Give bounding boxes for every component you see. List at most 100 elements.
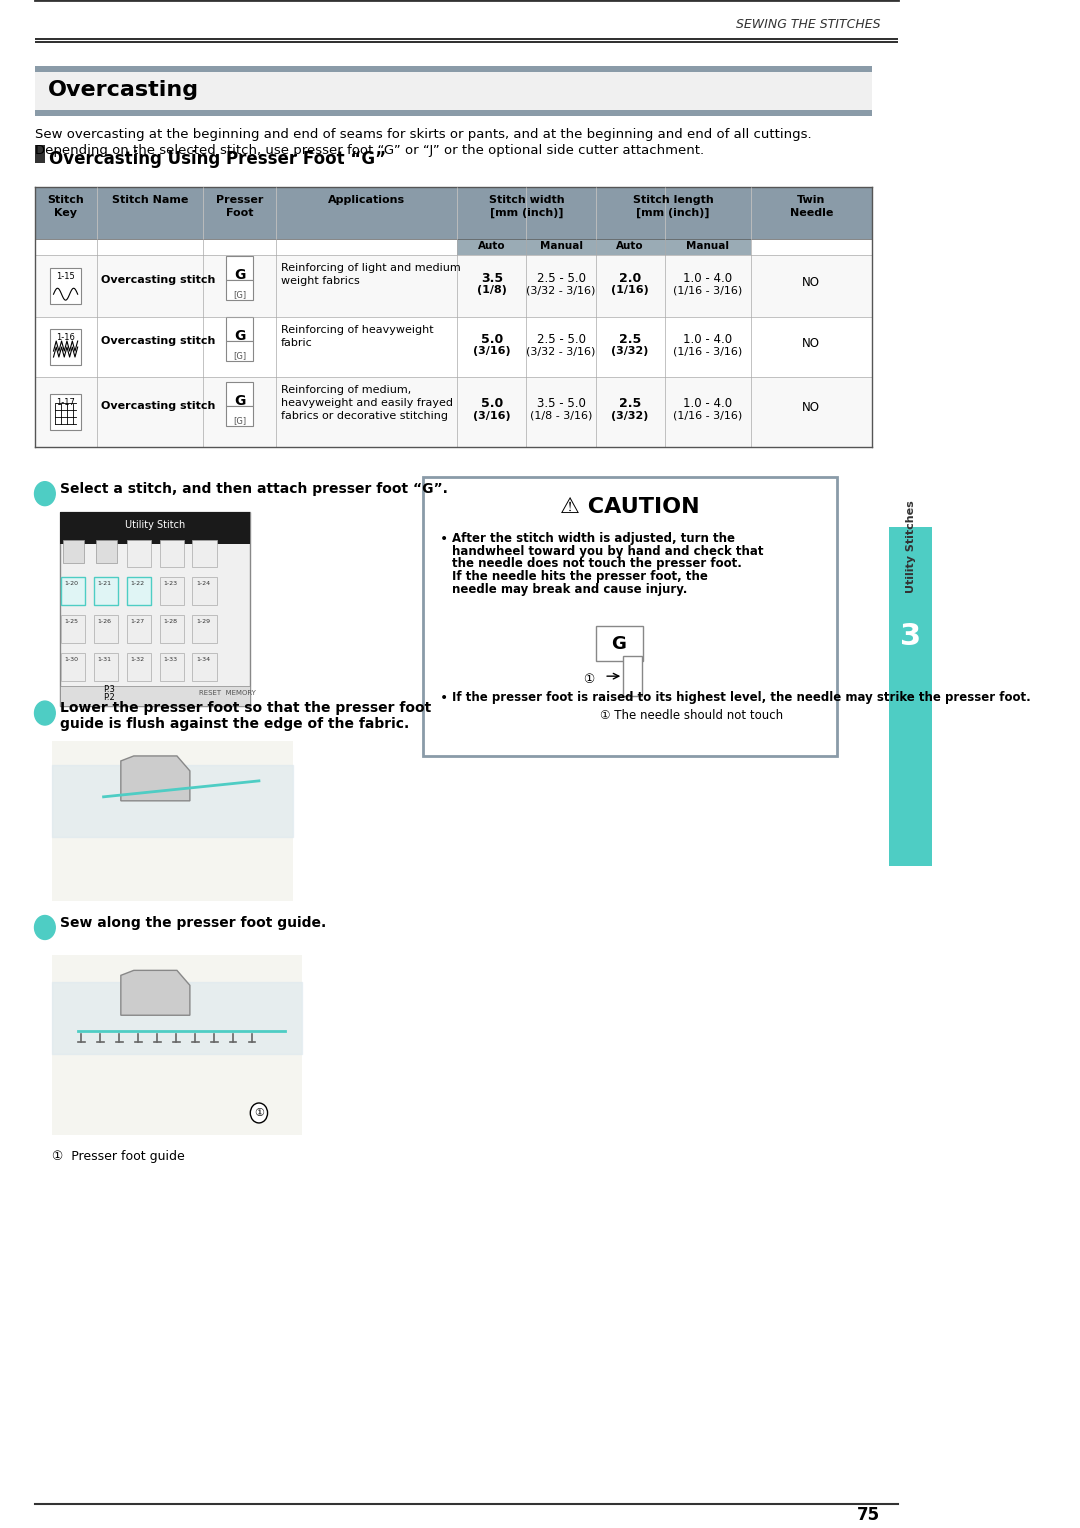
- Text: Sew overcasting at the beginning and end of seams for skirts or pants, and at th: Sew overcasting at the beginning and end…: [35, 128, 811, 141]
- Bar: [192, 616, 217, 643]
- Text: 1-23: 1-23: [163, 582, 177, 587]
- Bar: [94, 578, 118, 605]
- Text: 1-31: 1-31: [97, 657, 111, 662]
- Text: 2.5 - 5.0: 2.5 - 5.0: [537, 333, 585, 345]
- Circle shape: [35, 481, 55, 506]
- Bar: [35, 145, 45, 162]
- Text: 2.0: 2.0: [619, 272, 642, 284]
- Bar: [226, 382, 254, 406]
- Bar: [35, 318, 872, 377]
- Bar: [160, 578, 184, 605]
- Text: 1-16: 1-16: [56, 333, 75, 342]
- Bar: [35, 92, 872, 110]
- Text: ⚠ CAUTION: ⚠ CAUTION: [561, 497, 700, 516]
- Bar: [160, 616, 184, 643]
- Bar: [226, 406, 254, 426]
- Text: Manual: Manual: [686, 241, 729, 251]
- Text: 1-17: 1-17: [56, 397, 75, 406]
- Text: NO: NO: [802, 402, 821, 414]
- Text: 3: 3: [40, 923, 50, 937]
- Text: After the stitch width is adjusted, turn the: After the stitch width is adjusted, turn…: [453, 532, 735, 544]
- Bar: [94, 578, 118, 605]
- Text: G: G: [611, 636, 626, 654]
- Text: SEWING THE STITCHES: SEWING THE STITCHES: [735, 18, 880, 31]
- Bar: [35, 188, 872, 240]
- Text: Manual: Manual: [540, 241, 582, 251]
- Bar: [226, 341, 254, 361]
- Bar: [94, 654, 118, 681]
- Text: 1-29: 1-29: [195, 619, 210, 625]
- Text: 1.0 - 4.0: 1.0 - 4.0: [684, 397, 732, 411]
- Text: (3/32 - 3/16): (3/32 - 3/16): [526, 286, 596, 295]
- Bar: [35, 377, 872, 446]
- Text: 1-15: 1-15: [56, 272, 75, 281]
- Bar: [226, 280, 254, 299]
- Bar: [62, 616, 85, 643]
- Text: 1-27: 1-27: [131, 619, 145, 625]
- Text: (1/16 - 3/16): (1/16 - 3/16): [673, 411, 742, 420]
- Text: Reinforcing of heavyweight: Reinforcing of heavyweight: [281, 325, 433, 335]
- Bar: [52, 955, 302, 1135]
- Polygon shape: [121, 756, 190, 801]
- Text: 1-33: 1-33: [163, 657, 177, 662]
- Text: Depending on the selected stitch, use presser foot “G” or “J” or the optional si: Depending on the selected stitch, use pr…: [35, 144, 704, 156]
- Text: 1-21: 1-21: [97, 582, 111, 587]
- Text: ① The needle should not touch: ① The needle should not touch: [599, 709, 783, 723]
- Text: 1.0 - 4.0: 1.0 - 4.0: [684, 272, 732, 284]
- Text: Overcasting stitch: Overcasting stitch: [102, 336, 215, 345]
- Bar: [35, 38, 897, 40]
- Text: 3: 3: [900, 622, 921, 651]
- Text: fabric: fabric: [281, 338, 312, 348]
- Bar: [889, 527, 932, 866]
- Bar: [50, 269, 81, 304]
- Bar: [226, 257, 254, 280]
- Text: (3/32): (3/32): [611, 345, 649, 356]
- Bar: [126, 578, 151, 605]
- Text: (1/16 - 3/16): (1/16 - 3/16): [673, 345, 742, 356]
- Text: ①  Presser foot guide: ① Presser foot guide: [52, 1151, 185, 1163]
- Text: 2: 2: [40, 707, 50, 723]
- Text: Lower the presser foot so that the presser foot: Lower the presser foot so that the press…: [60, 701, 432, 715]
- Text: Overcasting Using Presser Foot “G”: Overcasting Using Presser Foot “G”: [50, 150, 387, 168]
- Bar: [160, 539, 184, 567]
- Text: G: G: [234, 394, 245, 408]
- Text: 2.5: 2.5: [619, 333, 642, 345]
- Bar: [52, 741, 294, 900]
- Text: 1-24: 1-24: [195, 582, 210, 587]
- Text: Presser
Foot: Presser Foot: [216, 196, 264, 219]
- Text: 1.0 - 4.0: 1.0 - 4.0: [684, 333, 732, 345]
- Text: 5.0: 5.0: [481, 397, 503, 411]
- Text: NO: NO: [802, 275, 821, 289]
- Text: If the presser foot is raised to its highest level, the needle may strike the pr: If the presser foot is raised to its hig…: [453, 691, 1031, 704]
- Text: 1-28: 1-28: [163, 619, 177, 625]
- Text: (1/8 - 3/16): (1/8 - 3/16): [530, 411, 592, 420]
- Text: 1: 1: [40, 489, 50, 503]
- Text: Auto: Auto: [478, 241, 505, 251]
- Bar: [35, 70, 872, 110]
- Text: weight fabrics: weight fabrics: [281, 277, 360, 286]
- Text: 1-30: 1-30: [65, 657, 79, 662]
- Bar: [126, 654, 151, 681]
- Text: needle may break and cause injury.: needle may break and cause injury.: [453, 584, 688, 596]
- Text: the needle does not touch the presser foot.: the needle does not touch the presser fo…: [453, 558, 742, 570]
- Text: Utility Stitches: Utility Stitches: [905, 500, 916, 593]
- Text: 2.5 - 5.0: 2.5 - 5.0: [537, 272, 585, 284]
- Text: 75: 75: [858, 1507, 880, 1523]
- Text: [G]: [G]: [233, 416, 246, 425]
- Text: Auto: Auto: [617, 241, 644, 251]
- Bar: [126, 616, 151, 643]
- Text: ①: ①: [583, 672, 594, 686]
- Bar: [126, 539, 151, 567]
- Text: Utility Stitch: Utility Stitch: [125, 520, 186, 530]
- Bar: [226, 318, 254, 341]
- Bar: [35, 66, 872, 72]
- Text: Overcasting: Overcasting: [48, 79, 199, 99]
- Text: 1-25: 1-25: [65, 619, 79, 625]
- Bar: [35, 110, 872, 116]
- Text: G: G: [234, 329, 245, 344]
- Text: 1-22: 1-22: [131, 582, 145, 587]
- Bar: [50, 329, 81, 365]
- Bar: [62, 654, 85, 681]
- Text: RESET  MEMORY: RESET MEMORY: [199, 691, 255, 697]
- Text: (1/16): (1/16): [611, 286, 649, 295]
